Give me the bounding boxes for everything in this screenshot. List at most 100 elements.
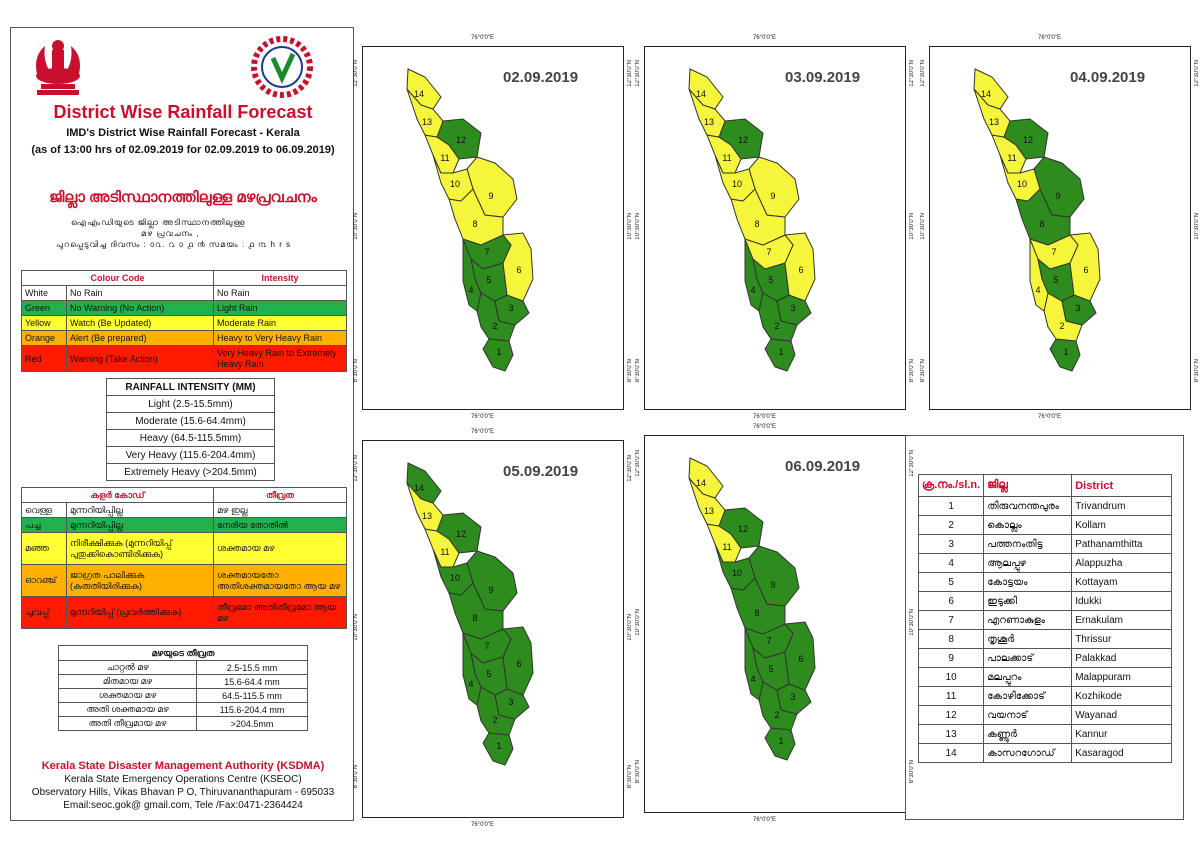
district-12-label: 12 [738, 524, 748, 534]
longitude-label: 76°0'0"E [471, 822, 495, 828]
district-number: 12 [917, 705, 985, 725]
district-13-label: 13 [704, 506, 714, 516]
district-9-label: 9 [488, 585, 493, 595]
district-name: Kottayam [1071, 572, 1172, 592]
district-name: Wayanad [1071, 705, 1172, 725]
meaning-cell: No Rain [66, 285, 214, 301]
latitude-label: 12°30'0"N [1194, 60, 1200, 87]
latitude-label: 10°30'0"N [353, 614, 359, 641]
district-9-label: 9 [770, 580, 775, 590]
ml-intensity-label: ചാറ്റൽ മഴ [57, 660, 198, 675]
latitude-label: 10°30'0"N [627, 614, 633, 641]
longitude-label: 76°0'0"E [471, 429, 495, 435]
district-13-label: 13 [422, 117, 432, 127]
district-name-ml: പത്തനംതിട്ട [983, 534, 1073, 554]
colour-cell: Yellow [21, 315, 67, 331]
map-date: 02.09.2019 [503, 69, 579, 86]
district-1-label: 1 [778, 736, 783, 746]
ml-intensity-label: അതി തീവ്രമായ മഴ [57, 716, 198, 731]
district-3-label: 3 [1075, 303, 1080, 313]
intensity-row: Very Heavy (115.6-204.4mm) [106, 446, 275, 464]
district-table: ക്ര.നം./sl.n. ജില്ല District 1 തിരുവനന്തപ… [917, 474, 1172, 763]
district-name-ml: കോട്ടയം [983, 572, 1073, 592]
longitude-label: 76°0'0"E [753, 414, 777, 420]
district-12-region [718, 507, 764, 549]
district-name: Kozhikode [1071, 686, 1172, 706]
latitude-label: 12°30'0"N [627, 455, 633, 482]
latitude-label: 10°30'0"N [635, 609, 641, 636]
intensity-header: Intensity [213, 270, 347, 286]
kerala-emblem-logo [36, 40, 80, 95]
district-panel: ക്ര.നം./sl.n. ജില്ല District 1 തിരുവനന്തപ… [905, 435, 1184, 820]
district-number: 4 [917, 553, 985, 573]
district-7-label: 7 [484, 641, 489, 651]
district-3-label: 3 [508, 303, 513, 313]
district-number: 7 [917, 610, 985, 630]
district-2-label: 2 [1059, 321, 1064, 331]
district-11-label: 11 [722, 542, 731, 552]
longitude-label: 76°0'0"E [1038, 414, 1062, 420]
district-14-region [688, 457, 724, 499]
district-7-label: 7 [484, 247, 489, 257]
rainfall-intensity-table: RAINFALL INTENSITY (MM) Light (2.5-15.5m… [106, 378, 275, 481]
map-frame-4: 05.09.2019 76°0'0"E 76°0'0"E 12°30'0"N 12°30… [353, 429, 633, 828]
district-5-label: 5 [768, 275, 773, 285]
colour-cell: വെള്ള [21, 502, 67, 518]
meaning-cell: മുന്നറിയിപ്പില്ല [66, 517, 214, 533]
intensity-cell: ശക്തമായതോ അതിശക്തമായതോ ആയ മഴ [213, 564, 347, 597]
intensity-row: Extremely Heavy (>204.5mm) [106, 463, 275, 481]
district-name-ml: തൃശൂർ [983, 629, 1073, 649]
district-12-region [718, 118, 764, 160]
table-row: 7 എറണാകുളം Ernakulam [917, 610, 1172, 630]
longitude-label: 76°0'0"E [753, 424, 777, 430]
intensity-cell: നേരിയ തോതിൽ [213, 517, 347, 533]
latitude-label: 12°30'0"N [635, 60, 641, 87]
latitude-label: 8°30'0"N [1194, 358, 1200, 382]
district-9-label: 9 [488, 191, 493, 201]
table-row: Yellow Watch (Be Updated) Moderate Rain [21, 315, 347, 331]
malayalam-colour-code-table: കളർ കോഡ് തീവ്രത വെള്ള മുന്നറിയിപ്പില്ല മ… [21, 487, 347, 629]
district-9-region [466, 156, 518, 218]
district-8-label: 8 [1039, 219, 1044, 229]
intensity-row: Heavy (64.5-115.5mm) [106, 429, 275, 447]
map-date: 03.09.2019 [785, 69, 861, 86]
district-7-label: 7 [766, 247, 771, 257]
district-name-ml: കൊല്ലം [983, 515, 1073, 535]
table-row: 6 ഇടുക്കി Idukki [917, 591, 1172, 611]
district-14-region [688, 68, 724, 110]
district-9-label: 9 [1055, 191, 1060, 201]
district-4-label: 4 [750, 285, 755, 295]
district-14-label: 14 [696, 478, 706, 488]
district-12-label: 12 [738, 135, 748, 145]
district-6-label: 6 [1083, 265, 1088, 275]
district-8-label: 8 [472, 613, 477, 623]
district-6-label: 6 [798, 265, 803, 275]
district-5-label: 5 [486, 275, 491, 285]
ml-intensity-label: അതി ശക്തമായ മഴ [57, 702, 198, 717]
district-12-region [436, 118, 482, 160]
map-frame-3: 04.09.2019 76°0'0"E 76°0'0"E 12°30'0"N 12°30… [920, 35, 1200, 420]
district-1-label: 1 [778, 347, 783, 357]
district-13-label: 13 [422, 511, 432, 521]
ml-intensity-table-header: മഴയുടെ തീവ്രത [58, 645, 308, 661]
district-number: 1 [917, 496, 985, 516]
table-row: White No Rain No Rain [21, 285, 347, 301]
district-14-region [406, 68, 442, 110]
district-9-region [748, 156, 800, 218]
meaning-cell: Watch (Be Updated) [66, 315, 214, 331]
ml-intensity-range: 115.6-204.4 mm [196, 702, 308, 717]
district-6-label: 6 [516, 265, 521, 275]
table-row: അതി തീവ്രമായ മഴ >204.5mm [57, 716, 308, 731]
footer: Kerala State Disaster Management Authori… [11, 760, 355, 811]
district-4-label: 4 [750, 674, 755, 684]
ksdma-logo [251, 36, 313, 98]
colour-cell: Orange [21, 330, 67, 346]
forecast-period: (as of 13:00 hrs of 02.09.2019 for 02.09… [31, 144, 335, 156]
map-frame-1: 02.09.2019 76°0'0"E 76°0'0"E 12°30'0"N 12°30… [353, 35, 633, 420]
meaning-cell: മുന്നറിയിപ്പ് (പ്രവർത്തിക്കുക) [66, 596, 214, 629]
district-5-label: 5 [768, 664, 773, 674]
district-14-label: 14 [696, 89, 706, 99]
district-10-label: 10 [732, 568, 742, 578]
